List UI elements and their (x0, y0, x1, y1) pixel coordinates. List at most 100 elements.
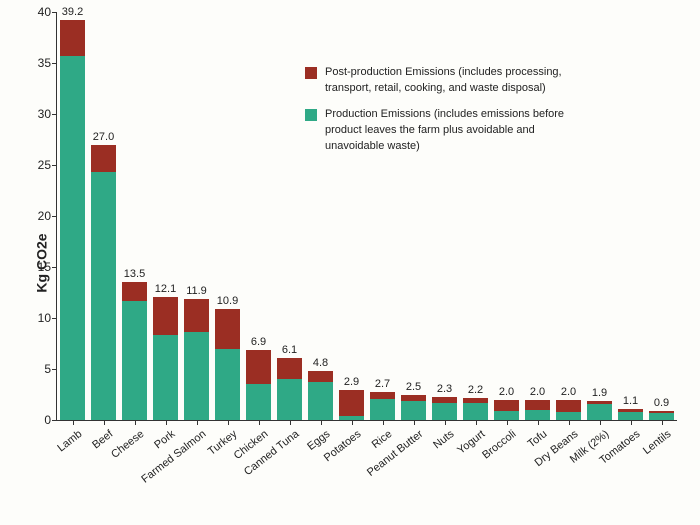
bar-turkey: 10.9 (215, 309, 239, 420)
bar-seg-production (60, 56, 84, 420)
y-tick-mark (52, 216, 57, 217)
x-tick-label: Tofu (525, 428, 549, 450)
bar-chicken: 6.9 (246, 350, 270, 420)
x-tick-mark (290, 420, 291, 425)
bar-seg-production (91, 172, 115, 420)
x-tick-mark (166, 420, 167, 425)
bar-seg-production (122, 301, 146, 420)
bar-seg-production (215, 349, 239, 420)
y-tick-mark (52, 267, 57, 268)
x-tick-label: Nuts (431, 428, 456, 451)
bar-total-label: 11.9 (186, 285, 207, 297)
legend-item: Post-production Emissions (includes proc… (305, 65, 595, 97)
bar-eggs: 4.8 (308, 371, 332, 420)
y-tick-label: 25 (38, 158, 51, 172)
x-tick-mark (507, 420, 508, 425)
legend-text: Post-production Emissions (includes proc… (325, 65, 595, 97)
bar-tomatoes: 1.1 (618, 409, 642, 420)
legend-swatch (305, 109, 317, 121)
x-tick-mark (321, 420, 322, 425)
bar-seg-post-production (277, 358, 301, 379)
bar-total-label: 1.9 (592, 387, 607, 399)
bar-total-label: 10.9 (217, 295, 238, 307)
bar-total-label: 39.2 (62, 6, 83, 18)
x-tick-mark (600, 420, 601, 425)
y-tick-mark (52, 63, 57, 64)
bar-seg-post-production (463, 398, 487, 403)
bar-total-label: 1.1 (623, 395, 638, 407)
bar-total-label: 6.1 (282, 344, 297, 356)
x-tick-mark (445, 420, 446, 425)
x-tick-mark (538, 420, 539, 425)
legend-item: Production Emissions (includes emissions… (305, 107, 595, 155)
bar-rice: 2.7 (370, 392, 394, 420)
bar-seg-post-production (432, 397, 456, 403)
legend-swatch (305, 67, 317, 79)
x-tick-mark (662, 420, 663, 425)
bar-seg-post-production (122, 282, 146, 300)
bar-total-label: 2.9 (344, 376, 359, 388)
bar-lamb: 39.2 (60, 20, 84, 420)
bar-seg-post-production (91, 145, 115, 173)
x-tick-mark (135, 420, 136, 425)
bar-total-label: 13.5 (124, 268, 145, 280)
bar-milk-2-: 1.9 (587, 401, 611, 420)
bar-total-label: 2.0 (499, 386, 514, 398)
bar-seg-production (246, 384, 270, 420)
bar-total-label: 12.1 (155, 283, 176, 295)
y-tick-label: 0 (44, 413, 51, 427)
bar-seg-post-production (370, 392, 394, 398)
bar-lentils: 0.9 (649, 411, 673, 420)
x-tick-label: Rice (369, 428, 394, 451)
bar-dry-beans: 2.0 (556, 400, 580, 420)
y-tick-mark (52, 114, 57, 115)
y-tick-mark (52, 318, 57, 319)
bar-seg-post-production (339, 390, 363, 416)
x-tick-mark (352, 420, 353, 425)
bar-potatoes: 2.9 (339, 390, 363, 420)
bar-seg-production (401, 401, 425, 420)
bar-total-label: 6.9 (251, 336, 266, 348)
y-tick-mark (52, 420, 57, 421)
bar-seg-post-production (649, 411, 673, 413)
x-tick-mark (259, 420, 260, 425)
bar-seg-post-production (525, 400, 549, 410)
bar-yogurt: 2.2 (463, 398, 487, 420)
bar-seg-post-production (494, 400, 518, 411)
x-tick-mark (569, 420, 570, 425)
bar-seg-production (494, 411, 518, 420)
bar-total-label: 2.0 (530, 386, 545, 398)
y-tick-label: 20 (38, 209, 51, 223)
bar-seg-production (525, 410, 549, 420)
bar-seg-post-production (246, 350, 270, 385)
bar-seg-post-production (153, 297, 177, 336)
bar-seg-post-production (60, 20, 84, 56)
bar-seg-post-production (184, 299, 208, 333)
y-tick-mark (52, 369, 57, 370)
bar-nuts: 2.3 (432, 397, 456, 420)
bar-cheese: 13.5 (122, 282, 146, 420)
x-tick-mark (476, 420, 477, 425)
x-tick-label: Beef (90, 428, 115, 451)
bar-seg-production (432, 403, 456, 420)
bar-total-label: 2.3 (437, 383, 452, 395)
bar-seg-production (556, 412, 580, 420)
x-tick-label: Cheese (109, 428, 146, 461)
legend-text: Production Emissions (includes emissions… (325, 107, 595, 155)
bar-seg-post-production (308, 371, 332, 382)
bar-broccoli: 2.0 (494, 400, 518, 420)
bar-seg-production (618, 412, 642, 420)
bar-seg-post-production (401, 395, 425, 401)
bar-total-label: 27.0 (93, 131, 114, 143)
x-tick-mark (104, 420, 105, 425)
bar-total-label: 0.9 (654, 397, 669, 409)
y-tick-label: 10 (38, 311, 51, 325)
bar-seg-production (153, 335, 177, 420)
bar-peanut-butter: 2.5 (401, 395, 425, 421)
x-tick-mark (414, 420, 415, 425)
bar-total-label: 2.5 (406, 381, 421, 393)
bar-farmed-salmon: 11.9 (184, 299, 208, 420)
bar-seg-production (370, 399, 394, 420)
x-tick-label: Peanut Butter (364, 428, 424, 479)
x-tick-label: Lamb (55, 428, 84, 454)
